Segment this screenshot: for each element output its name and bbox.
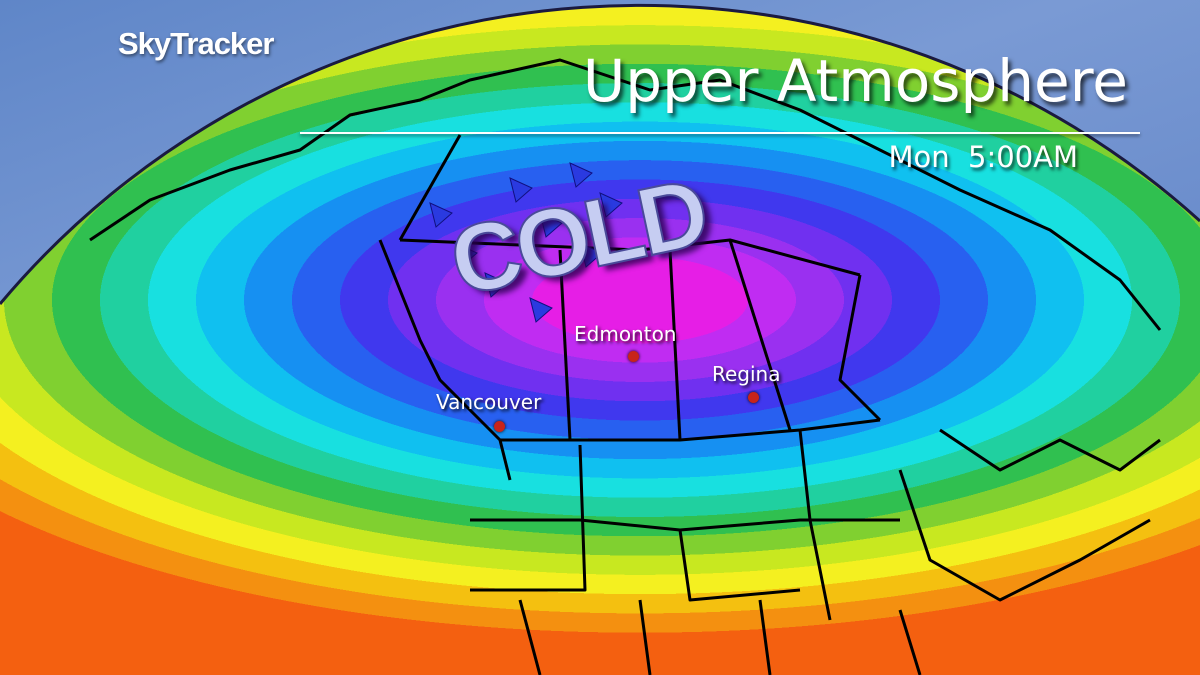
title-divider <box>300 132 1140 134</box>
city-marker-icon <box>628 351 639 362</box>
wind-arrow-icon <box>454 242 478 268</box>
city-label-regina: Regina <box>712 362 781 386</box>
brand-logo: SkyTracker <box>118 26 274 61</box>
forecast-time: Mon 5:00AM <box>888 140 1078 174</box>
wind-arrow-icon <box>429 202 453 228</box>
city-marker-icon <box>494 421 505 432</box>
wind-arrow-icon <box>539 212 563 238</box>
wind-arrow-icon <box>569 162 593 188</box>
borders <box>89 58 1162 675</box>
city-marker-icon <box>748 392 759 403</box>
city-label-edmonton: Edmonton <box>574 322 677 346</box>
wind-arrows <box>429 162 623 323</box>
wind-arrow-icon <box>484 272 508 298</box>
wind-arrow-icon <box>579 242 603 268</box>
wind-arrow-icon <box>599 192 623 218</box>
globe-edge <box>0 3 1200 305</box>
city-label-vancouver: Vancouver <box>436 390 542 414</box>
page-title: Upper Atmosphere <box>582 47 1128 115</box>
wind-arrow-icon <box>509 177 533 203</box>
wind-arrow-icon <box>529 297 553 323</box>
